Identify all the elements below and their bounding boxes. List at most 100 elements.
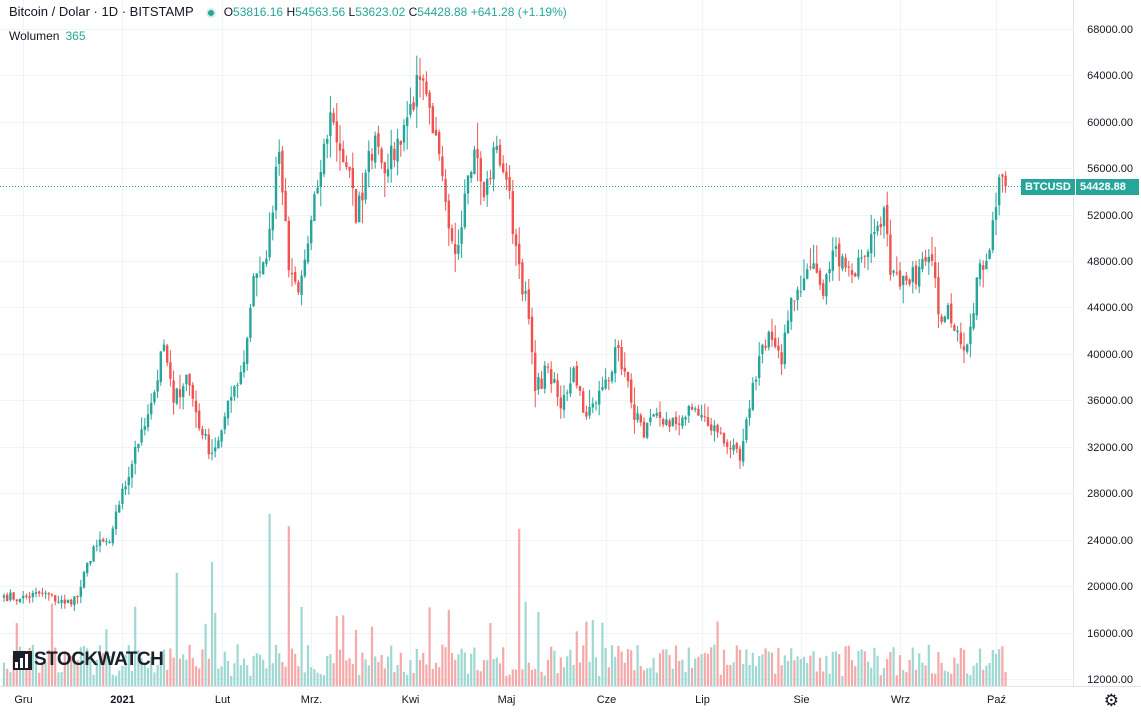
candle-body: [703, 416, 706, 418]
volume-bar: [655, 672, 658, 686]
status-dot-icon[interactable]: [205, 7, 216, 18]
candle-body: [841, 256, 844, 269]
candle-body: [425, 81, 428, 94]
volume-bar: [838, 653, 841, 686]
volume-bar: [722, 649, 726, 686]
candle-body: [274, 166, 278, 211]
volume-bar: [137, 650, 140, 686]
candle-body: [748, 408, 751, 418]
volume-bar: [454, 659, 457, 686]
volume-bar: [41, 662, 44, 686]
volume-bar: [556, 673, 559, 686]
candle-body: [242, 361, 246, 373]
chart-grid: [0, 0, 1073, 686]
candle-body: [2, 595, 6, 598]
volume-bar: [703, 652, 706, 686]
volume-bar: [710, 647, 713, 686]
candle-body: [354, 189, 358, 223]
volume-bar: [294, 653, 297, 686]
candle-body: [671, 417, 674, 426]
candle-body: [313, 194, 316, 222]
candle-body: [118, 504, 121, 513]
volume-bar: [313, 669, 316, 686]
volume-bar: [623, 662, 626, 686]
candle-body: [975, 277, 978, 316]
volume-label: Wolumen: [9, 29, 60, 43]
candle-body: [162, 344, 166, 351]
volume-bar: [649, 667, 652, 686]
candle-body: [428, 92, 431, 108]
candle-body: [265, 258, 268, 264]
volume-bar: [486, 660, 489, 686]
volume-bar: [594, 657, 598, 686]
candle-body: [886, 204, 889, 235]
candle-body: [502, 163, 505, 173]
volume-bar: [415, 648, 418, 686]
candle-body: [972, 313, 975, 329]
candle-body: [476, 149, 479, 159]
volume-bar: [172, 657, 175, 686]
volume-bar: [409, 660, 412, 686]
candle-body: [860, 257, 863, 259]
candle-body: [358, 195, 361, 223]
candle-body: [870, 234, 873, 254]
volume-bar: [204, 623, 207, 686]
volume-bar: [124, 654, 127, 686]
volume-legend[interactable]: Wolumen 365: [9, 29, 86, 43]
volume-bar: [550, 646, 553, 686]
candle-body: [111, 528, 114, 544]
candle-body: [98, 539, 102, 546]
candle-body: [409, 103, 412, 115]
volume-bar: [924, 665, 927, 686]
candle-body: [873, 231, 876, 235]
candle-body: [246, 338, 249, 364]
candle-body: [204, 433, 207, 436]
volume-bar: [527, 662, 530, 686]
candle-body: [383, 162, 386, 174]
volume-bar: [89, 658, 92, 686]
candle-body: [294, 272, 297, 282]
candle-body: [364, 172, 367, 200]
volume-bar: [63, 651, 66, 686]
volume-bar: [809, 655, 812, 686]
candle-body: [646, 422, 649, 438]
volume-bar: [306, 645, 310, 686]
candle-body: [146, 414, 150, 428]
candle-body: [54, 595, 57, 602]
candle-body: [799, 291, 802, 293]
volume-bar: [345, 660, 348, 686]
candle-body: [300, 275, 303, 295]
chart-title[interactable]: Bitcoin / Dolar · 1D · BITSTAMP: [9, 4, 194, 19]
volume-bar: [601, 622, 604, 686]
candle-body: [329, 112, 332, 137]
candle-body: [262, 262, 265, 275]
candle-body: [86, 563, 89, 574]
candle-body: [454, 243, 457, 254]
candle-body: [831, 250, 834, 271]
y-tick-label: 64000.00: [1087, 69, 1133, 82]
candle-body: [12, 592, 15, 600]
volume-bar: [578, 662, 582, 686]
volume-bar: [812, 651, 815, 686]
volume-bar: [790, 648, 793, 686]
volume-bar: [6, 668, 9, 686]
volume-bar: [25, 660, 28, 686]
candle-body: [758, 356, 761, 379]
volume-bar: [863, 651, 866, 686]
candle-body: [946, 305, 950, 319]
open-value: 53816.16: [233, 5, 284, 19]
volume-bar: [953, 657, 956, 686]
candle-body: [850, 270, 854, 275]
volume-bar: [780, 665, 783, 686]
candle-body: [220, 430, 223, 442]
candle-body: [399, 140, 402, 145]
candle-body: [486, 178, 489, 195]
candle-body: [76, 596, 79, 598]
volume-bar: [444, 647, 447, 686]
candle-body: [6, 594, 9, 602]
gear-icon[interactable]: ⚙: [1103, 691, 1119, 710]
candle-body: [713, 425, 716, 432]
volume-bar: [735, 645, 738, 686]
volume-bar: [31, 645, 34, 686]
